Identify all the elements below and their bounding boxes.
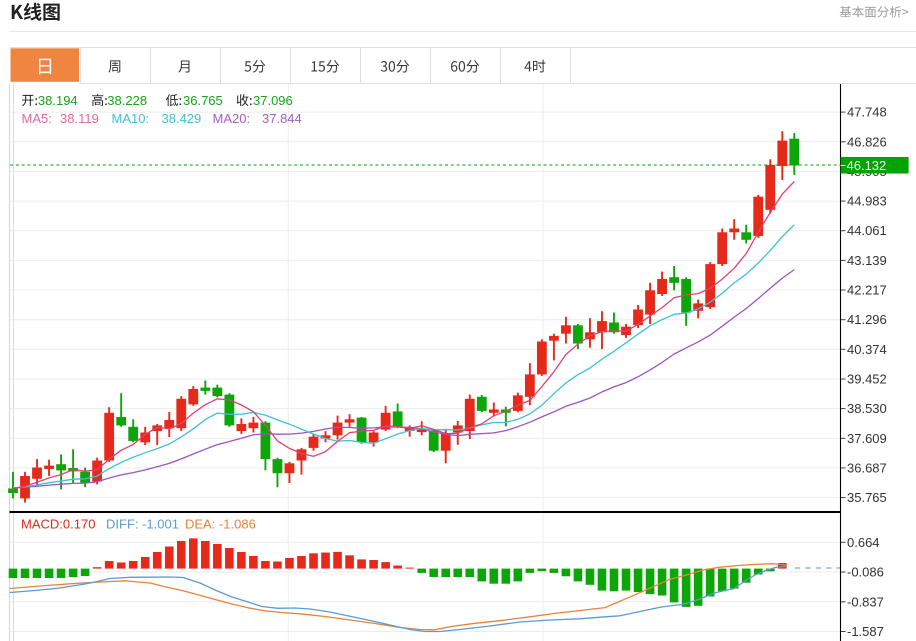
svg-text:38.530: 38.530 (847, 401, 887, 416)
svg-text:36.765: 36.765 (183, 93, 223, 108)
svg-text:-0.837: -0.837 (847, 594, 884, 609)
svg-text:43.139: 43.139 (847, 253, 887, 268)
svg-text:41.296: 41.296 (847, 312, 887, 327)
svg-text:35.765: 35.765 (847, 490, 887, 505)
svg-text:44.061: 44.061 (847, 223, 887, 238)
svg-text:-1.587: -1.587 (847, 624, 884, 639)
svg-text:44.983: 44.983 (847, 194, 887, 209)
svg-text:38.228: 38.228 (107, 93, 147, 108)
svg-text:47.748: 47.748 (847, 105, 887, 120)
svg-text:37.609: 37.609 (847, 431, 887, 446)
svg-text:38.194: 38.194 (38, 93, 78, 108)
svg-text:39.452: 39.452 (847, 372, 887, 387)
svg-text:42.217: 42.217 (847, 283, 887, 298)
svg-text:0.664: 0.664 (847, 535, 880, 550)
svg-text:36.687: 36.687 (847, 460, 887, 475)
svg-text:37.096: 37.096 (253, 93, 293, 108)
svg-text:40.374: 40.374 (847, 342, 887, 357)
svg-text:46.826: 46.826 (847, 134, 887, 149)
svg-text:46.132: 46.132 (847, 158, 887, 173)
svg-text:-0.086: -0.086 (847, 565, 884, 580)
